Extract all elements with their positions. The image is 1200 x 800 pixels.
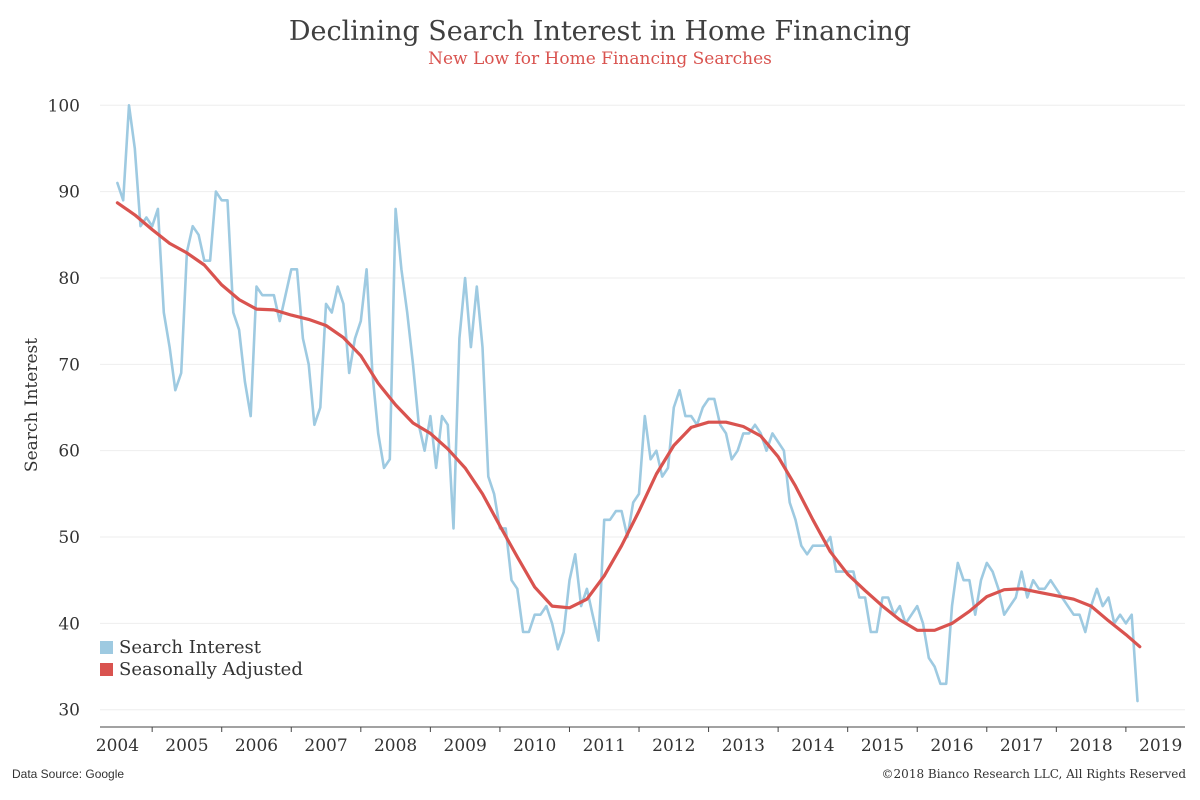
x-tick-label: 2016 — [930, 736, 973, 756]
legend-swatch-seasonally-adjusted — [100, 662, 113, 676]
series-line-seasonally-adjusted — [115, 201, 1142, 649]
y-tick-label: 80 — [58, 269, 80, 289]
legend-label-search-interest: Search Interest — [119, 636, 262, 658]
x-tick-label: 2004 — [96, 736, 139, 756]
data-source-note: Data Source: Google — [12, 767, 125, 781]
x-tick-label: 2005 — [165, 736, 208, 756]
y-tick-label: 90 — [58, 183, 80, 203]
y-tick-label: 100 — [48, 96, 80, 116]
y-tick-label: 40 — [58, 614, 80, 634]
x-tick-label: 2011 — [583, 736, 626, 756]
x-tick-label: 2018 — [1069, 736, 1112, 756]
y-axis-label: Search Interest — [22, 337, 42, 473]
x-tick-label: 2012 — [652, 736, 695, 756]
x-tick-label: 2007 — [304, 736, 347, 756]
y-tick-label: 70 — [58, 355, 80, 375]
x-tick-label: 2010 — [513, 736, 556, 756]
x-tick-label: 2013 — [722, 736, 765, 756]
x-axis — [100, 726, 1185, 732]
x-tick-label: 2019 — [1139, 736, 1182, 756]
legend: Search Interest Seasonally Adjusted — [100, 636, 303, 680]
gridlines — [100, 104, 1185, 711]
y-tick-label: 30 — [58, 701, 80, 721]
x-tick-label: 2009 — [444, 736, 487, 756]
chart-subtitle: New Low for Home Financing Searches — [428, 49, 772, 69]
tick-labels: 30 40 50 60 70 80 90 100 2004 2005 2006 2007 2008 200… — [48, 96, 1183, 756]
legend-label-seasonally-adjusted: Seasonally Adjusted — [119, 658, 303, 680]
y-tick-label: 60 — [58, 442, 80, 462]
legend-swatch-search-interest — [100, 640, 113, 654]
legend-item-seasonally-adjusted: Seasonally Adjusted — [100, 658, 303, 680]
x-tick-label: 2017 — [1000, 736, 1043, 756]
series-line-search-interest — [116, 104, 1139, 703]
x-tick-label: 2015 — [861, 736, 904, 756]
y-tick-label: 50 — [58, 528, 80, 548]
legend-item-search-interest: Search Interest — [100, 636, 303, 658]
x-tick-label: 2006 — [235, 736, 278, 756]
x-tick-label: 2008 — [374, 736, 417, 756]
x-tick-label: 2014 — [791, 736, 834, 756]
copyright-note: ©2018 Bianco Research LLC, All Rights Re… — [881, 767, 1186, 781]
series-lines — [115, 104, 1142, 703]
chart-title: Declining Search Interest in Home Financ… — [288, 16, 912, 47]
